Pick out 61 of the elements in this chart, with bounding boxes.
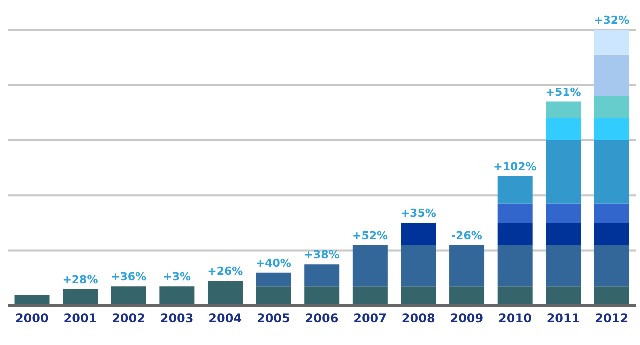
annotation: +26%: [208, 265, 244, 278]
annotation: +28%: [62, 273, 98, 286]
bar: [594, 204, 630, 224]
bar: [256, 272, 292, 287]
bar: [498, 223, 533, 246]
bar: [401, 223, 436, 246]
x-tick-label: 2009: [450, 312, 484, 326]
bar: [256, 286, 292, 306]
annotation: +51%: [546, 86, 582, 99]
x-tick-label: 2010: [498, 312, 532, 326]
bar: [546, 223, 582, 246]
annotation: +52%: [352, 229, 388, 242]
bar: [594, 140, 630, 204]
bar: [111, 286, 146, 306]
bar: [546, 102, 582, 118]
bar: [304, 286, 340, 306]
annotation: +32%: [594, 14, 630, 27]
bar: [498, 245, 533, 287]
bar: [594, 118, 630, 140]
bar: [594, 96, 630, 118]
bar: [546, 118, 582, 140]
x-tick-label: 2011: [546, 312, 580, 326]
bar: [450, 286, 485, 306]
bar: [594, 30, 630, 55]
bar: [401, 286, 436, 306]
bar: [63, 289, 98, 306]
bar: [594, 223, 630, 246]
bar: [594, 54, 630, 96]
bar: [208, 281, 243, 306]
bar: [160, 286, 195, 306]
x-tick-label: 2012: [595, 312, 629, 326]
bar: [546, 245, 582, 287]
annotation: +3%: [163, 270, 192, 284]
bar: [546, 286, 582, 306]
bar: [546, 140, 582, 204]
annotation: +102%: [494, 160, 537, 174]
x-tick-label: 2004: [208, 312, 242, 326]
x-tick-label: 2006: [305, 312, 339, 326]
x-tick-label: 2000: [15, 312, 49, 326]
bar: [498, 286, 533, 306]
bar: [594, 286, 630, 306]
annotation: +36%: [110, 270, 147, 284]
bar: [450, 245, 485, 287]
bar: [352, 286, 388, 306]
bar: [352, 245, 388, 287]
annotation: -26%: [451, 229, 482, 242]
annotation: +35%: [400, 207, 436, 220]
bar: [304, 264, 340, 287]
x-tick-label: 2005: [256, 312, 290, 326]
x-tick-label: 2003: [160, 312, 194, 326]
bar: [498, 176, 533, 204]
x-tick-label: 2007: [354, 312, 388, 326]
x-tick-label: 2002: [112, 312, 146, 326]
annotation: +40%: [256, 256, 292, 270]
bar: [401, 245, 436, 287]
annotation: +38%: [304, 248, 340, 262]
x-tick-label: 2001: [64, 312, 98, 326]
bar: [546, 204, 582, 224]
bar: [498, 204, 533, 224]
x-tick-label: 2008: [402, 312, 436, 326]
bar: [594, 245, 630, 287]
